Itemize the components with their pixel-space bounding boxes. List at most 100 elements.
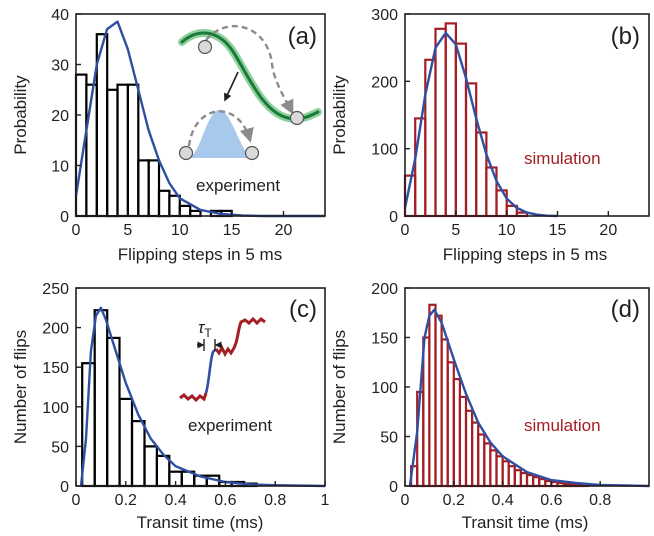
panel-c-xlabel: Transit time (ms)	[137, 513, 264, 532]
barrier-shape	[188, 109, 252, 158]
x-tick-label: 0.8	[264, 492, 286, 509]
x-tick-label: 0.2	[115, 492, 137, 509]
fit-line	[79, 306, 326, 488]
y-tick-label: 0	[60, 479, 69, 496]
x-tick-label: 20	[275, 222, 293, 239]
bar	[143, 445, 158, 488]
bar	[105, 88, 119, 218]
panel-d-xlabel: Transit time (ms)	[462, 513, 589, 532]
panel-c-ticks: 0 0.2 0.4 0.6 0.8 1 0 50 100 150 200 250	[42, 281, 329, 509]
trace-middle-segment	[214, 316, 266, 358]
y-tick-label: 100	[371, 142, 398, 159]
transit-trace-inset: τT	[179, 316, 266, 403]
panel-b-ylabel: Probability	[330, 75, 349, 155]
panel-c-fit-curve	[79, 306, 326, 488]
particle-right	[289, 110, 305, 126]
y-tick-label: 0	[389, 479, 398, 496]
bar	[118, 397, 134, 488]
x-tick-label: 1	[321, 492, 330, 509]
panel-d-label: (d)	[611, 296, 640, 323]
x-tick-label: 0.4	[164, 492, 186, 509]
panel-b-bars	[403, 22, 529, 218]
x-tick-label: 0	[72, 492, 81, 509]
y-tick-label: 50	[51, 439, 69, 456]
bar	[464, 82, 478, 218]
panel-a: 0 5 10 15 20 0 10 20 30 40 Flipping steps in 5 ms…	[11, 7, 326, 264]
hop-arrow-path	[205, 24, 294, 115]
y-tick-label: 100	[42, 400, 69, 417]
bar	[116, 83, 129, 218]
y-tick-label: 0	[60, 209, 69, 226]
x-tick-label: 0	[401, 222, 410, 239]
x-tick-label: 0	[401, 492, 410, 509]
x-tick-label: 15	[223, 222, 241, 239]
panel-b-xlabel: Flipping steps in 5 ms	[443, 245, 607, 264]
panel-d-fit-curve	[408, 308, 650, 488]
panel-b-frame	[404, 13, 650, 217]
trace-transit-segment	[204, 348, 217, 394]
panel-c-frame	[75, 287, 326, 487]
x-tick-label: 0.2	[443, 492, 465, 509]
x-tick-label: 10	[498, 222, 516, 239]
barrier-particle-left	[178, 145, 194, 161]
panel-d-bars	[410, 303, 590, 488]
y-tick-label: 40	[51, 7, 69, 24]
bar	[157, 189, 171, 218]
x-tick-label: 5	[123, 222, 132, 239]
y-tick-label: 200	[42, 321, 69, 338]
y-tick-label: 300	[371, 7, 398, 24]
transit-time-symbol: τT	[198, 318, 212, 340]
panel-c-label: (c)	[289, 296, 317, 323]
panel-b-label: (b)	[611, 23, 640, 50]
panel-a-frame	[75, 13, 326, 217]
panel-a-ticks: 0 5 10 15 20 0 10 20 30 40	[51, 7, 292, 239]
panel-d-frame	[404, 287, 650, 487]
y-tick-label: 150	[371, 331, 398, 348]
x-tick-label: 0.4	[491, 492, 513, 509]
x-tick-label: 10	[171, 222, 189, 239]
panel-b-annotation: simulation	[524, 149, 601, 168]
fit-line	[408, 308, 650, 488]
y-tick-label: 150	[42, 360, 69, 377]
bar	[147, 159, 161, 218]
panel-a-annotation: experiment	[196, 176, 280, 195]
x-tick-label: 20	[599, 222, 617, 239]
zoom-arrow	[224, 71, 239, 102]
x-tick-label: 5	[451, 222, 460, 239]
panel-a-ylabel: Probability	[11, 75, 30, 155]
y-tick-label: 10	[51, 159, 69, 176]
panel-a-xlabel: Flipping steps in 5 ms	[118, 245, 282, 264]
panel-d-ylabel: Number of flips	[330, 330, 349, 444]
y-tick-label: 0	[389, 209, 398, 226]
x-tick-label: 0.6	[540, 492, 562, 509]
panel-b-fit-curve	[403, 31, 558, 218]
bar	[444, 22, 458, 218]
bar	[93, 309, 109, 488]
bar	[434, 27, 447, 218]
x-tick-label: 15	[549, 222, 567, 239]
panel-c-annotation: experiment	[188, 416, 272, 435]
bar	[126, 83, 140, 218]
panel-d-annotation: simulation	[524, 416, 601, 435]
bar	[168, 194, 181, 218]
double-well-inset	[178, 24, 322, 161]
barrier-arrow-path	[187, 110, 254, 147]
bar	[155, 454, 171, 488]
y-tick-label: 20	[51, 108, 69, 125]
panel-c-ylabel: Number of flips	[11, 330, 30, 444]
x-tick-label: 0	[72, 222, 81, 239]
bar	[178, 204, 192, 218]
y-tick-label: 30	[51, 58, 69, 75]
fit-line	[403, 31, 558, 218]
x-tick-label: 0.8	[589, 492, 611, 509]
panel-a-label: (a)	[288, 23, 317, 50]
y-tick-label: 50	[380, 430, 398, 447]
trace-low-segment	[179, 392, 208, 403]
y-tick-label: 250	[42, 281, 69, 298]
panel-d: 0 0.2 0.4 0.6 0.8 0 50 100 150 200 Transit time (…	[330, 281, 650, 532]
bar	[130, 420, 146, 488]
barrier-particle-right	[244, 145, 260, 161]
particle-left	[197, 39, 213, 55]
